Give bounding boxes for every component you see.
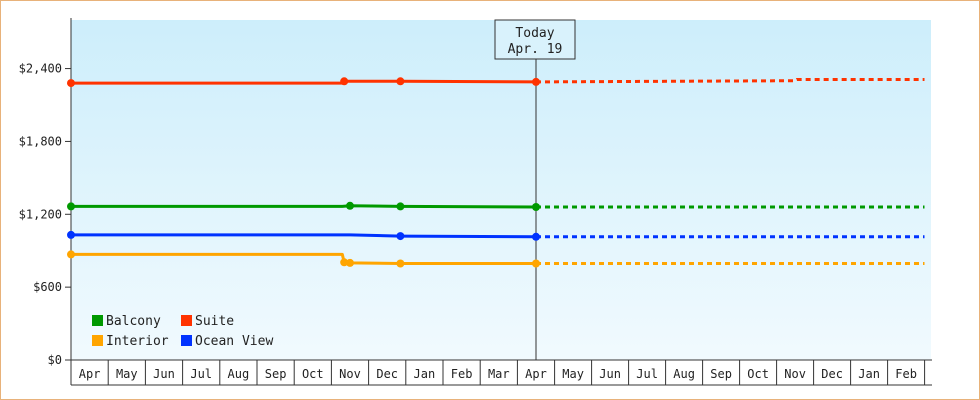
legend-label-balcony: Balcony [106,314,161,329]
y-tick-label: $600 [33,280,62,294]
x-tick-label: Aug [228,367,250,381]
legend-label-ocean-view: Ocean View [195,334,273,349]
x-tick-label: Mar [488,367,510,381]
today-date-label: Apr. 19 [508,42,563,57]
y-tick-label: $0 [48,353,62,367]
data-point-interior [346,258,354,267]
x-tick-label: Jan [414,367,436,381]
x-tick-label: Feb [895,367,917,381]
series-line-balcony [71,204,537,209]
y-tick-label: $1,200 [19,207,62,221]
data-point-balcony [532,203,540,211]
x-tick-label: Feb [451,367,473,381]
y-tick-label: $2,400 [19,62,62,76]
data-point-balcony [396,202,405,211]
y-tick-label: $1,800 [19,134,62,148]
x-tick-label: Jul [636,367,658,381]
x-tick-label: Aug [673,367,695,381]
data-point-suite [532,77,540,86]
legend-swatch-suite [181,315,192,326]
data-point-suite [396,77,405,86]
legend-swatch-ocean-view [181,335,192,346]
x-tick-label: May [562,367,584,381]
x-tick-label: Apr [525,367,547,381]
data-point-ocean-view [396,232,405,241]
x-tick-label: Oct [302,367,324,381]
data-point-balcony [346,201,354,210]
x-tick-label: Oct [747,367,769,381]
x-tick-label: Jun [599,367,621,381]
data-point-interior [340,258,349,267]
data-point-suite [340,77,349,86]
x-tick-label: May [116,367,138,381]
x-tick-label: Nov [784,367,806,381]
x-tick-label: Jun [153,367,175,381]
x-tick-label: Dec [821,367,843,381]
data-point-balcony [67,202,75,211]
series-forecast-suite [535,78,925,84]
series-line-ocean-view [71,233,537,239]
data-point-interior [396,259,405,268]
legend-swatch-interior [92,335,103,346]
x-tick-label: Dec [376,367,398,381]
data-point-ocean-view [532,232,540,241]
today-box [494,19,576,60]
data-point-suite [67,79,75,88]
legend-label-suite: Suite [195,314,234,329]
x-tick-label: Jul [190,367,212,381]
x-tick-label: Nov [339,367,361,381]
x-tick-label: Sep [265,367,287,381]
plot-background [71,20,931,360]
data-point-interior [67,250,75,259]
x-tick-label: Jan [858,367,880,381]
data-point-ocean-view [67,230,75,239]
x-tick-label: Sep [710,367,732,381]
legend-swatch-balcony [92,315,103,326]
x-tick-label: Apr [79,367,101,381]
legend-label-interior: Interior [106,334,169,349]
data-point-interior [532,259,540,268]
today-label: Today [515,26,554,41]
